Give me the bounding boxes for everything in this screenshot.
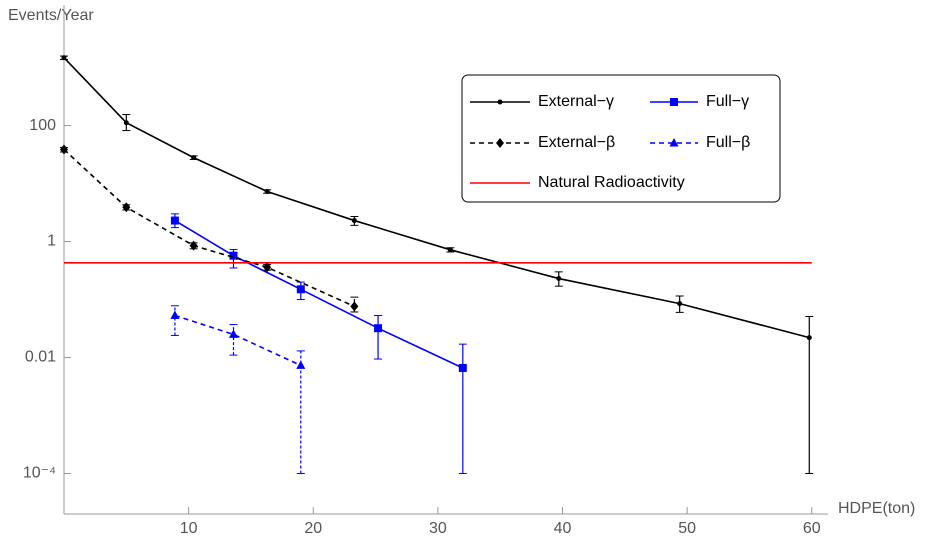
marker (263, 262, 272, 273)
marker (351, 218, 357, 224)
marker (170, 216, 179, 225)
y-tick-label: 100 (29, 117, 56, 134)
marker (497, 99, 503, 105)
legend-label: Full−γ (706, 93, 749, 110)
x-axis-label: HDPE(ton) (838, 500, 915, 517)
series-line (174, 219, 464, 369)
legend-label: External−β (538, 134, 615, 151)
marker (296, 285, 305, 294)
series-line (63, 148, 355, 308)
marker (806, 335, 812, 341)
y-tick-label: 1 (47, 233, 56, 250)
marker (170, 310, 180, 320)
legend: External−γ Full−γ External−β Full−β Natural … (470, 93, 750, 191)
marker (458, 363, 467, 372)
marker (670, 98, 678, 106)
marker (189, 240, 198, 251)
x-tick-label: 50 (678, 520, 696, 534)
marker (122, 202, 131, 213)
marker (229, 251, 238, 260)
y-tick-label: 10⁻⁴ (23, 465, 56, 482)
marker (191, 155, 197, 161)
marker (669, 138, 679, 147)
y-axis-label: Events/Year (8, 7, 94, 24)
legend-box (461, 74, 781, 203)
x-tick-label: 40 (554, 520, 572, 534)
y-tick-label: 0.01 (25, 349, 56, 366)
marker (296, 360, 306, 369)
marker (447, 247, 453, 253)
marker (60, 144, 68, 155)
legend-label: Full−β (706, 134, 750, 151)
legend-label: Natural Radioactivity (538, 174, 685, 191)
legend-label: External−γ (538, 93, 614, 110)
x-tick-label: 30 (429, 520, 447, 534)
x-tick-label: 10 (180, 520, 198, 534)
marker (496, 138, 504, 148)
x-tick-label: 20 (304, 520, 322, 534)
marker (374, 324, 383, 333)
marker (61, 55, 67, 61)
marker (228, 329, 238, 338)
marker (556, 276, 562, 282)
marker (350, 301, 359, 312)
marker (677, 301, 683, 307)
x-tick-label: 60 (803, 520, 821, 534)
marker (264, 188, 270, 194)
marker (123, 120, 129, 126)
series-line (174, 314, 302, 367)
